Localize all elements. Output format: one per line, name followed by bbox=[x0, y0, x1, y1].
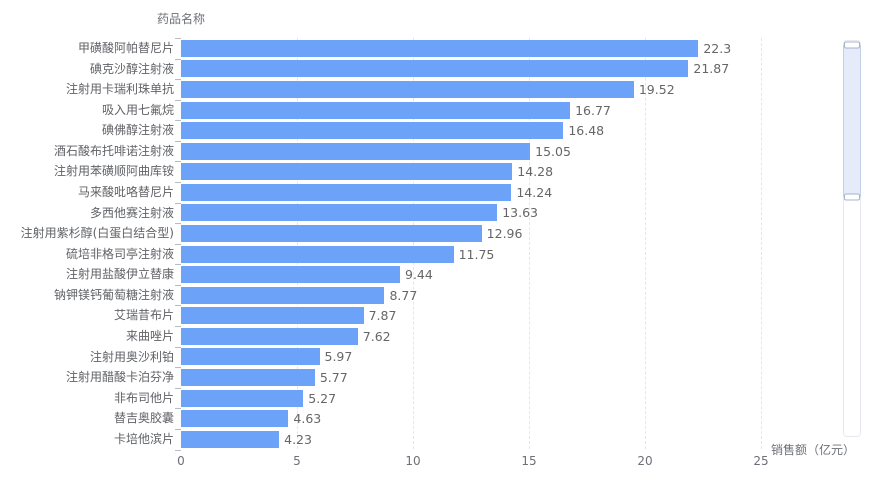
value-label: 4.23 bbox=[284, 431, 312, 447]
category-label: 硫培非格司亭注射液 bbox=[65, 246, 174, 261]
bar[interactable] bbox=[181, 204, 498, 222]
y-axis-tick bbox=[175, 326, 181, 328]
value-label: 16.77 bbox=[575, 102, 611, 118]
value-label: 15.05 bbox=[535, 143, 571, 159]
y-axis-tick bbox=[175, 79, 181, 81]
y-axis-tick bbox=[175, 182, 181, 184]
value-label: 14.28 bbox=[517, 164, 554, 180]
bar[interactable] bbox=[181, 410, 289, 428]
category-label: 替吉奥胶囊 bbox=[113, 411, 174, 426]
value-label: 5.27 bbox=[308, 390, 337, 406]
y-axis-tick bbox=[175, 367, 181, 369]
bar[interactable] bbox=[181, 307, 364, 325]
y-axis-tick bbox=[175, 38, 181, 39]
value-label: 4.63 bbox=[293, 411, 322, 427]
bar[interactable] bbox=[181, 183, 512, 201]
value-label: 13.63 bbox=[502, 205, 538, 221]
bar[interactable] bbox=[181, 245, 454, 263]
x-axis-tick-label: 20 bbox=[637, 454, 653, 468]
y-axis-tick bbox=[175, 449, 181, 451]
category-label: 钠钾镁钙葡萄糖注射液 bbox=[53, 287, 174, 302]
value-label: 22.3 bbox=[703, 40, 732, 56]
value-label: 5.77 bbox=[319, 369, 348, 385]
category-label: 卡培他滨片 bbox=[113, 431, 174, 446]
x-axis-tick-label: 10 bbox=[405, 454, 421, 468]
value-label: 9.44 bbox=[405, 267, 433, 283]
value-label: 21.87 bbox=[693, 61, 730, 77]
datazoom-scrollbar[interactable] bbox=[843, 40, 861, 437]
category-label: 来曲唑片 bbox=[125, 329, 174, 344]
y-axis-tick bbox=[175, 223, 181, 225]
value-label: 5.97 bbox=[324, 349, 353, 365]
bar[interactable] bbox=[181, 80, 634, 98]
x-axis-tick-label: 5 bbox=[293, 454, 301, 468]
gridline bbox=[645, 38, 646, 449]
value-label: 8.77 bbox=[389, 287, 418, 303]
category-label: 艾瑞昔布片 bbox=[113, 308, 174, 323]
gridline bbox=[413, 38, 414, 449]
y-axis-tick bbox=[175, 305, 181, 307]
category-label: 注射用苯磺顺阿曲库铵 bbox=[53, 164, 174, 179]
value-label: 7.62 bbox=[362, 328, 391, 344]
x-axis-tick-label: 25 bbox=[753, 454, 769, 468]
y-axis-tick bbox=[175, 58, 181, 60]
bar[interactable] bbox=[181, 142, 531, 160]
category-label: 注射用奥沙利铂 bbox=[89, 349, 174, 364]
bar[interactable] bbox=[181, 368, 315, 386]
category-label: 非布司他片 bbox=[113, 390, 174, 405]
category-label: 注射用醋酸卡泊芬净 bbox=[65, 370, 174, 385]
y-axis-tick bbox=[175, 120, 181, 122]
bar[interactable] bbox=[181, 101, 571, 119]
value-label: 7.87 bbox=[368, 308, 397, 324]
y-axis-tick bbox=[175, 161, 181, 163]
datazoom-handle-bottom-icon[interactable] bbox=[844, 193, 860, 201]
category-label: 吸入用七氟烷 bbox=[101, 102, 174, 117]
category-label: 酒石酸布托啡诺注射液 bbox=[53, 143, 174, 158]
category-label: 甲磺酸阿帕替尼片 bbox=[77, 41, 174, 55]
y-axis-tick bbox=[175, 346, 181, 348]
category-label: 碘佛醇注射液 bbox=[101, 123, 174, 138]
value-label: 12.96 bbox=[486, 225, 523, 241]
bar[interactable] bbox=[181, 430, 280, 448]
y-axis-tick bbox=[175, 140, 181, 142]
bar[interactable] bbox=[181, 286, 385, 304]
y-axis-tick bbox=[175, 264, 181, 266]
value-label: 14.24 bbox=[516, 184, 553, 200]
y-axis-tick bbox=[175, 387, 181, 389]
x-axis-title: 销售额（亿元） bbox=[771, 443, 856, 457]
x-axis-tick-label: 15 bbox=[521, 454, 537, 468]
category-label: 马来酸吡咯替尼片 bbox=[77, 185, 174, 200]
value-label: 11.75 bbox=[458, 246, 495, 262]
y-axis-tick bbox=[175, 284, 181, 286]
y-axis-title: 药品名称 bbox=[156, 12, 206, 26]
datazoom-selection[interactable] bbox=[843, 45, 861, 197]
datazoom-handle-top-icon[interactable] bbox=[844, 41, 860, 49]
y-axis-tick bbox=[175, 99, 181, 101]
x-axis-tick-label: 0 bbox=[177, 454, 185, 468]
y-axis-tick bbox=[175, 408, 181, 410]
category-label: 注射用紫杉醇(白蛋白结合型) bbox=[20, 226, 174, 241]
category-label: 碘克沙醇注射液 bbox=[89, 61, 174, 76]
gridline bbox=[761, 38, 762, 449]
y-axis-tick bbox=[175, 428, 181, 430]
gridline bbox=[297, 38, 298, 449]
bar[interactable] bbox=[181, 389, 304, 407]
gridline bbox=[529, 38, 530, 449]
bar[interactable] bbox=[181, 163, 513, 181]
y-axis-tick bbox=[175, 202, 181, 204]
category-label: 注射用盐酸伊立替康 bbox=[65, 267, 174, 282]
bar[interactable] bbox=[181, 224, 482, 242]
bar[interactable] bbox=[181, 327, 358, 345]
value-label: 19.52 bbox=[638, 81, 675, 97]
y-axis-tick bbox=[175, 243, 181, 245]
bar[interactable] bbox=[181, 266, 400, 284]
bar[interactable] bbox=[181, 348, 320, 366]
bar[interactable] bbox=[181, 122, 564, 140]
value-label: 16.48 bbox=[568, 123, 605, 139]
category-label: 多西他赛注射液 bbox=[89, 205, 174, 220]
category-label: 注射用卡瑞利珠单抗 bbox=[65, 82, 174, 97]
bar[interactable] bbox=[181, 60, 689, 78]
bar[interactable] bbox=[181, 39, 699, 57]
